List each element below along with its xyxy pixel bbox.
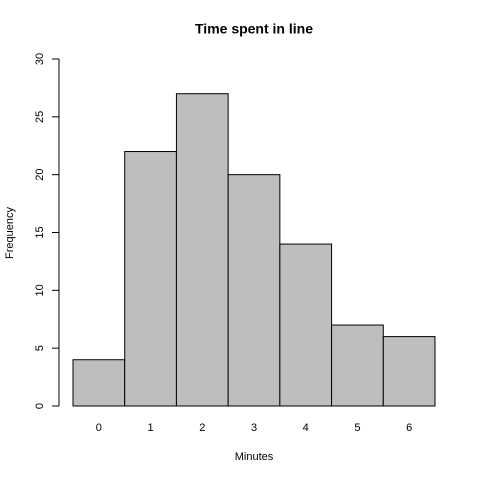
x-tick-label: 4 [303, 422, 309, 434]
bar [227, 174, 281, 407]
y-tick-label: 5 [34, 345, 46, 351]
y-tick-label: 25 [34, 111, 46, 123]
bar [331, 324, 384, 407]
bar [175, 93, 229, 407]
y-tick-label: 10 [34, 284, 46, 296]
y-axis-label: Frequency [4, 207, 16, 259]
x-tick-label: 3 [251, 422, 257, 434]
y-tick-label: 0 [34, 403, 46, 409]
y-tick-label: 30 [34, 53, 46, 65]
x-tick-label: 6 [406, 422, 412, 434]
y-tick-label: 20 [34, 169, 46, 181]
bar [124, 151, 177, 407]
x-tick-label: 5 [354, 422, 360, 434]
x-axis-label: Minutes [235, 451, 274, 463]
x-tick-label: 2 [199, 422, 205, 434]
x-tick-label: 0 [96, 422, 102, 434]
y-tick-label: 15 [34, 226, 46, 238]
x-tick-label: 1 [148, 422, 154, 434]
bar [382, 336, 436, 407]
bar [279, 243, 333, 407]
chart-title: Time spent in line [195, 21, 313, 37]
bar [72, 359, 126, 407]
